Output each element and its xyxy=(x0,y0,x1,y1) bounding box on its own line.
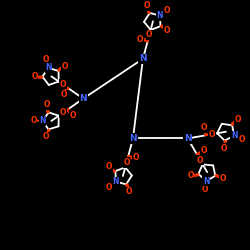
Text: O: O xyxy=(60,108,66,118)
Text: O: O xyxy=(187,171,194,180)
Text: O: O xyxy=(136,35,143,44)
Text: N: N xyxy=(129,134,137,143)
Text: O: O xyxy=(43,100,50,109)
Text: N: N xyxy=(184,134,192,143)
Text: O: O xyxy=(31,72,38,81)
Text: O: O xyxy=(123,158,130,167)
Text: O: O xyxy=(200,146,207,154)
Text: N: N xyxy=(203,176,209,186)
Text: O: O xyxy=(106,162,112,171)
Text: O: O xyxy=(146,30,152,39)
Text: O: O xyxy=(42,132,49,141)
Text: O: O xyxy=(197,156,203,164)
Text: O: O xyxy=(220,144,227,153)
Text: O: O xyxy=(70,111,76,120)
Text: O: O xyxy=(164,6,170,15)
Text: O: O xyxy=(61,90,67,100)
Text: N: N xyxy=(45,64,52,72)
Text: O: O xyxy=(126,187,132,196)
Text: N: N xyxy=(231,131,237,140)
Text: N: N xyxy=(79,94,87,103)
Text: N: N xyxy=(157,11,163,20)
Text: O: O xyxy=(106,183,112,192)
Text: O: O xyxy=(62,62,68,71)
Text: O: O xyxy=(133,153,139,162)
Text: O: O xyxy=(144,1,150,10)
Text: N: N xyxy=(39,116,46,125)
Text: O: O xyxy=(30,116,37,125)
Text: O: O xyxy=(209,130,216,139)
Text: O: O xyxy=(164,26,170,35)
Text: O: O xyxy=(239,135,245,144)
Text: O: O xyxy=(219,174,226,184)
Text: N: N xyxy=(139,54,147,63)
Text: N: N xyxy=(113,177,119,186)
Text: O: O xyxy=(201,123,207,132)
Text: O: O xyxy=(42,55,49,64)
Text: O: O xyxy=(202,186,208,194)
Text: O: O xyxy=(234,115,241,124)
Text: O: O xyxy=(60,80,66,89)
